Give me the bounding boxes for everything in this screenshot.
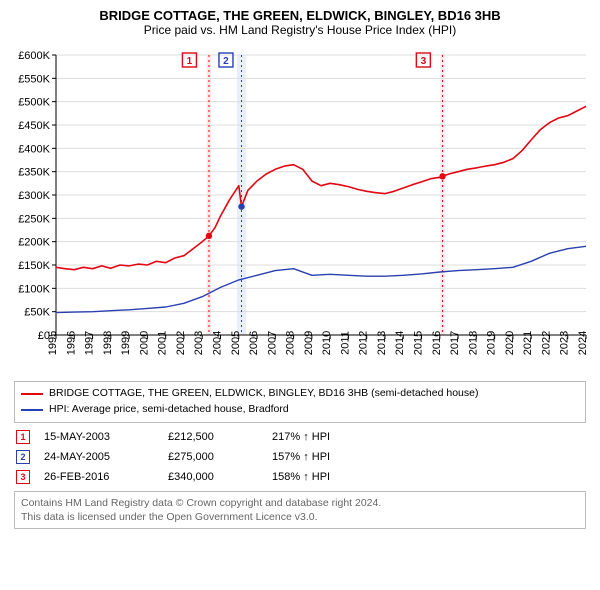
svg-text:2005: 2005 bbox=[230, 331, 242, 355]
event-date: 24-MAY-2005 bbox=[44, 451, 154, 463]
svg-text:£100K: £100K bbox=[18, 283, 50, 295]
legend: BRIDGE COTTAGE, THE GREEN, ELDWICK, BING… bbox=[14, 381, 586, 423]
svg-text:2008: 2008 bbox=[285, 331, 297, 355]
event-row: 1 15-MAY-2003 £212,500 217% ↑ HPI bbox=[14, 427, 586, 447]
svg-text:2002: 2002 bbox=[175, 331, 187, 355]
svg-text:2013: 2013 bbox=[376, 331, 388, 355]
svg-text:2016: 2016 bbox=[431, 331, 443, 355]
svg-text:£150K: £150K bbox=[18, 260, 50, 272]
svg-text:£550K: £550K bbox=[18, 73, 50, 85]
legend-row: HPI: Average price, semi-detached house,… bbox=[21, 402, 579, 418]
svg-text:2018: 2018 bbox=[467, 331, 479, 355]
event-date: 15-MAY-2003 bbox=[44, 431, 154, 443]
legend-row: BRIDGE COTTAGE, THE GREEN, ELDWICK, BING… bbox=[21, 386, 579, 402]
event-row: 3 26-FEB-2016 £340,000 158% ↑ HPI bbox=[14, 467, 586, 487]
svg-text:2009: 2009 bbox=[303, 331, 315, 355]
event-pct: 217% ↑ HPI bbox=[272, 431, 584, 443]
svg-text:2010: 2010 bbox=[321, 331, 333, 355]
svg-text:1995: 1995 bbox=[47, 331, 59, 355]
svg-text:2024: 2024 bbox=[577, 331, 589, 355]
svg-text:1998: 1998 bbox=[102, 331, 114, 355]
event-price: £212,500 bbox=[168, 431, 258, 443]
event-marker-box: 2 bbox=[16, 450, 30, 464]
svg-text:1996: 1996 bbox=[65, 331, 77, 355]
chart-subtitle: Price paid vs. HM Land Registry's House … bbox=[10, 23, 590, 37]
svg-text:2022: 2022 bbox=[540, 331, 552, 355]
svg-text:2020: 2020 bbox=[504, 331, 516, 355]
svg-text:2014: 2014 bbox=[394, 331, 406, 355]
svg-text:1: 1 bbox=[187, 56, 193, 67]
event-date: 26-FEB-2016 bbox=[44, 471, 154, 483]
svg-text:2003: 2003 bbox=[193, 331, 205, 355]
svg-text:2023: 2023 bbox=[559, 331, 571, 355]
event-marker-box: 1 bbox=[16, 430, 30, 444]
event-price: £275,000 bbox=[168, 451, 258, 463]
svg-text:2012: 2012 bbox=[358, 331, 370, 355]
event-pct: 158% ↑ HPI bbox=[272, 471, 584, 483]
svg-text:3: 3 bbox=[421, 56, 427, 67]
svg-text:£50K: £50K bbox=[24, 307, 50, 319]
line-chart-svg: £0£50K£100K£150K£200K£250K£300K£350K£400… bbox=[10, 45, 590, 375]
svg-text:£300K: £300K bbox=[18, 190, 50, 202]
legend-label: HPI: Average price, semi-detached house,… bbox=[49, 402, 289, 418]
legend-swatch bbox=[21, 393, 43, 395]
event-pct: 157% ↑ HPI bbox=[272, 451, 584, 463]
svg-text:2004: 2004 bbox=[211, 331, 223, 355]
event-table: 1 15-MAY-2003 £212,500 217% ↑ HPI 2 24-MAY-20… bbox=[14, 427, 586, 487]
svg-text:2006: 2006 bbox=[248, 331, 260, 355]
svg-text:2021: 2021 bbox=[522, 331, 534, 355]
svg-text:£400K: £400K bbox=[18, 143, 50, 155]
footer-line-1: Contains HM Land Registry data © Crown c… bbox=[21, 496, 579, 510]
svg-text:2001: 2001 bbox=[157, 331, 169, 355]
svg-text:£600K: £600K bbox=[18, 50, 50, 62]
event-price: £340,000 bbox=[168, 471, 258, 483]
svg-text:£350K: £350K bbox=[18, 167, 50, 179]
event-row: 2 24-MAY-2005 £275,000 157% ↑ HPI bbox=[14, 447, 586, 467]
footer-line-2: This data is licensed under the Open Gov… bbox=[21, 510, 579, 524]
svg-text:2017: 2017 bbox=[449, 331, 461, 355]
svg-text:£500K: £500K bbox=[18, 97, 50, 109]
legend-label: BRIDGE COTTAGE, THE GREEN, ELDWICK, BING… bbox=[49, 386, 478, 402]
attribution-footer: Contains HM Land Registry data © Crown c… bbox=[14, 491, 586, 529]
svg-text:2000: 2000 bbox=[138, 331, 150, 355]
svg-text:£450K: £450K bbox=[18, 120, 50, 132]
svg-text:2019: 2019 bbox=[486, 331, 498, 355]
chart-plot: £0£50K£100K£150K£200K£250K£300K£350K£400… bbox=[10, 45, 590, 375]
chart-container: BRIDGE COTTAGE, THE GREEN, ELDWICK, BING… bbox=[0, 0, 600, 535]
legend-swatch bbox=[21, 409, 43, 411]
svg-text:1997: 1997 bbox=[84, 331, 96, 355]
event-marker-box: 3 bbox=[16, 470, 30, 484]
svg-text:2: 2 bbox=[223, 56, 229, 67]
svg-text:1999: 1999 bbox=[120, 331, 132, 355]
svg-text:2015: 2015 bbox=[413, 331, 425, 355]
svg-text:£200K: £200K bbox=[18, 237, 50, 249]
svg-text:£250K: £250K bbox=[18, 213, 50, 225]
chart-title: BRIDGE COTTAGE, THE GREEN, ELDWICK, BING… bbox=[10, 8, 590, 23]
svg-text:2007: 2007 bbox=[266, 331, 278, 355]
